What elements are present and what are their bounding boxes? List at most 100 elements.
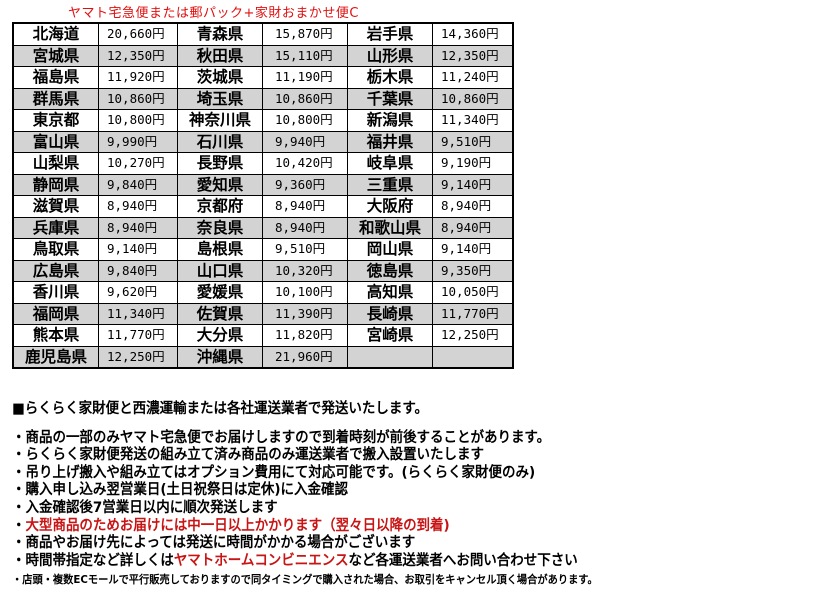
price-cell: 11,770円 — [98, 324, 178, 347]
price-cell: 10,800円 — [98, 109, 178, 132]
table-row: 山梨県 10,270円 長野県 10,420円 岐阜県 9,190円 — [12, 152, 514, 175]
prefecture-cell: 静岡県 — [12, 173, 99, 196]
price-cell: 15,870円 — [262, 22, 348, 46]
note-item-contact: ・時間帯指定など詳しくはヤマトホームコンビニエンスなど各運送業者へお問い合わせ下… — [12, 553, 598, 571]
price-cell: 9,620円 — [98, 281, 178, 304]
prefecture-cell: 栃木県 — [347, 66, 433, 89]
shipping-notes: ■らくらく家財便と西濃運輸または各社運送業者で発送いたします。 ・商品の一部のみ… — [12, 401, 642, 590]
table-row: 熊本県 11,770円 大分県 11,820円 宮崎県 12,250円 — [12, 324, 514, 347]
price-cell: 9,940円 — [262, 130, 348, 153]
prefecture-cell: 愛知県 — [177, 173, 263, 196]
price-cell: 10,050円 — [432, 281, 514, 304]
price-cell: 14,360円 — [432, 22, 514, 46]
table-row: 東京都 10,800円 神奈川県 10,800円 新潟県 11,340円 — [12, 109, 514, 132]
table-row: 富山県 9,990円 石川県 9,940円 福井県 9,510円 — [12, 130, 514, 153]
prefecture-cell: 佐賀県 — [177, 302, 263, 325]
price-cell: 10,800円 — [262, 109, 348, 132]
prefecture-cell: 愛媛県 — [177, 281, 263, 304]
price-cell: 9,840円 — [98, 173, 178, 196]
prefecture-cell: 広島県 — [12, 259, 99, 282]
price-cell: 9,350円 — [432, 259, 514, 282]
price-cell: 12,250円 — [432, 324, 514, 347]
prefecture-cell: 鳥取県 — [12, 238, 99, 261]
prefecture-cell: 福岡県 — [12, 302, 99, 325]
price-cell: 10,860円 — [98, 87, 178, 110]
price-cell: 9,140円 — [432, 173, 514, 196]
price-cell: 9,510円 — [262, 238, 348, 261]
prefecture-cell: 沖縄県 — [177, 345, 263, 369]
prefecture-cell: 神奈川県 — [177, 109, 263, 132]
prefecture-cell: 山形県 — [347, 44, 433, 67]
price-cell: 9,990円 — [98, 130, 178, 153]
table-row: 鹿児島県 12,250円 沖縄県 21,960円 — [12, 345, 514, 369]
price-cell: 10,100円 — [262, 281, 348, 304]
prefecture-cell: 長野県 — [177, 152, 263, 175]
prefecture-cell: 岩手県 — [347, 22, 433, 46]
price-cell: 21,960円 — [262, 345, 348, 369]
note-item-warning: ・大型商品のためお届けには中一日以上かかります（翌々日以降の到着) — [12, 518, 598, 536]
price-cell: 11,770円 — [432, 302, 514, 325]
prefecture-cell: 香川県 — [12, 281, 99, 304]
note-item: ・入金確認後7営業日以内に順次発送します — [12, 499, 278, 516]
price-cell: 9,840円 — [98, 259, 178, 282]
prefecture-cell: 山梨県 — [12, 152, 99, 175]
table-row: 群馬県 10,860円 埼玉県 10,860円 千葉県 10,860円 — [12, 87, 514, 110]
note-item: ・商品やお届け先によっては発送に時間がかかる場合がございます — [12, 535, 416, 552]
price-cell: 9,190円 — [432, 152, 514, 175]
prefecture-cell: 高知県 — [347, 281, 433, 304]
price-cell: 11,390円 — [262, 302, 348, 325]
prefecture-cell: 群馬県 — [12, 87, 99, 110]
price-cell: 12,350円 — [98, 44, 178, 67]
price-cell: 8,940円 — [432, 216, 514, 239]
prefecture-cell: 埼玉県 — [177, 87, 263, 110]
prefecture-cell: 京都府 — [177, 195, 263, 218]
price-cell: 10,420円 — [262, 152, 348, 175]
table-row: 兵庫県 8,940円 奈良県 8,940円 和歌山県 8,940円 — [12, 216, 514, 239]
prefecture-cell: 岐阜県 — [347, 152, 433, 175]
prefecture-cell: 北海道 — [12, 22, 99, 46]
prefecture-cell: 宮城県 — [12, 44, 99, 67]
prefecture-cell: 福島県 — [12, 66, 99, 89]
prefecture-cell: 茨城県 — [177, 66, 263, 89]
prefecture-cell: 三重県 — [347, 173, 433, 196]
prefecture-cell: 島根県 — [177, 238, 263, 261]
price-cell: 11,340円 — [432, 109, 514, 132]
note-item: ・吊り上げ搬入や組み立てはオプション費用にて対応可能です。(らくらく家財便のみ) — [12, 464, 536, 481]
prefecture-cell: 滋賀県 — [12, 195, 99, 218]
price-cell: 12,250円 — [98, 345, 178, 369]
note-item: ・らくらく家財便発送の組み立て済み商品のみ運送業者で搬入設置いたします — [12, 447, 484, 464]
prefecture-cell: 石川県 — [177, 130, 263, 153]
prefecture-cell — [347, 345, 433, 369]
table-row: 宮城県 12,350円 秋田県 15,110円 山形県 12,350円 — [12, 44, 514, 67]
delivery-delay-warning: 大型商品のためお届けには中一日以上かかります（翌々日以降の到着) — [25, 517, 450, 534]
price-cell: 11,920円 — [98, 66, 178, 89]
prefecture-cell: 宮崎県 — [347, 324, 433, 347]
prefecture-cell: 秋田県 — [177, 44, 263, 67]
shipping-rate-table: 北海道 20,660円 青森県 15,870円 岩手県 14,360円 宮城県 12,350円… — [12, 22, 514, 369]
prefecture-cell: 福井県 — [347, 130, 433, 153]
note-item: ・購入申し込み翌営業日(土日祝祭日は定休)に入金確認 — [12, 482, 348, 499]
prefecture-cell: 和歌山県 — [347, 216, 433, 239]
price-cell: 9,510円 — [432, 130, 514, 153]
prefecture-cell: 熊本県 — [12, 324, 99, 347]
notes-heading: ■らくらく家財便と西濃運輸または各社運送業者で発送いたします。 — [12, 401, 428, 417]
prefecture-cell: 鹿児島県 — [12, 345, 99, 369]
table-row: 滋賀県 8,940円 京都府 8,940円 大阪府 8,940円 — [12, 195, 514, 218]
price-cell: 9,360円 — [262, 173, 348, 196]
prefecture-cell: 徳島県 — [347, 259, 433, 282]
price-cell: 12,350円 — [432, 44, 514, 67]
prefecture-cell: 新潟県 — [347, 109, 433, 132]
price-cell: 10,860円 — [262, 87, 348, 110]
shipping-method-title: ヤマト宅急便または郵パック+家財おまかせ便C — [68, 6, 359, 21]
price-cell: 10,270円 — [98, 152, 178, 175]
prefecture-cell: 兵庫県 — [12, 216, 99, 239]
price-cell: 11,190円 — [262, 66, 348, 89]
price-cell — [432, 345, 514, 369]
contact-before: ・時間帯指定など詳しくは — [12, 552, 174, 569]
price-cell: 11,820円 — [262, 324, 348, 347]
table-row: 福岡県 11,340円 佐賀県 11,390円 長崎県 11,770円 — [12, 302, 514, 325]
prefecture-cell: 富山県 — [12, 130, 99, 153]
price-cell: 8,940円 — [98, 195, 178, 218]
prefecture-cell: 大阪府 — [347, 195, 433, 218]
bullet: ・ — [12, 517, 26, 534]
